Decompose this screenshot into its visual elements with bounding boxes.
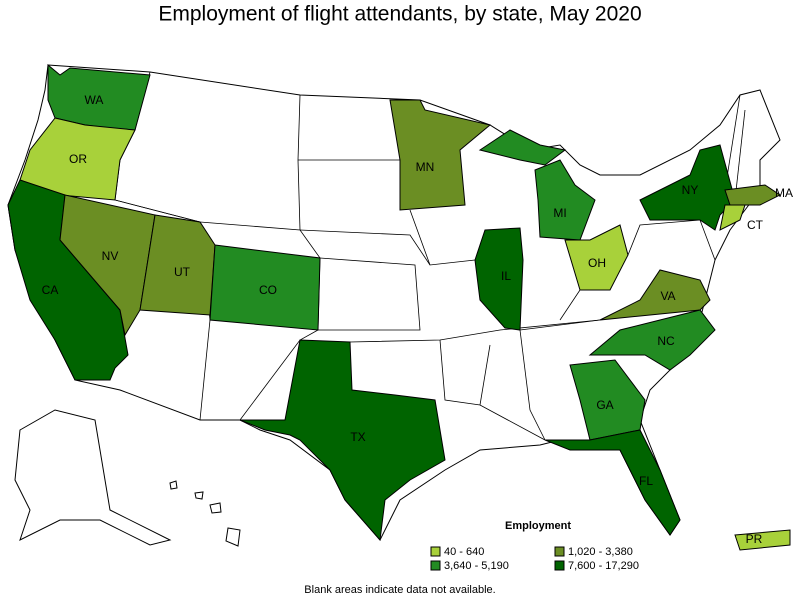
state-shape [209, 244, 321, 331]
state-label: PR [746, 532, 763, 546]
state-label: OR [69, 152, 87, 166]
state-shape [564, 224, 629, 291]
state-label: VA [660, 289, 675, 303]
state-label: UT [174, 265, 191, 279]
state-shape [734, 529, 791, 551]
state-label: CO [259, 283, 277, 297]
legend-label: 40 - 640 [444, 546, 484, 558]
state-label: CT [747, 218, 764, 232]
state-shape [544, 429, 681, 536]
state-label: MA [775, 186, 793, 200]
legend-label: 3,640 - 5,190 [444, 560, 509, 572]
states [7, 63, 791, 551]
state-label: NV [102, 249, 119, 263]
state-shape [474, 227, 524, 331]
state-shape [719, 204, 746, 231]
state-label: CA [42, 283, 59, 297]
legend-label: 7,600 - 17,290 [568, 560, 639, 572]
state-label: WA [85, 93, 104, 107]
state-label: TX [350, 430, 365, 444]
state-shape [19, 117, 136, 201]
legend: Employment 40 - 640 1,020 - 3,380 3,640 … [430, 520, 639, 572]
legend-swatch [430, 560, 441, 571]
state-label: GA [596, 398, 613, 412]
state-label: OH [588, 256, 606, 270]
state-label: MN [416, 160, 435, 174]
alaska [14, 409, 172, 546]
state-label: NC [657, 334, 675, 348]
state-label: MI [553, 206, 566, 220]
state-label: IL [501, 269, 511, 283]
state-label: NY [682, 183, 699, 197]
state-shape [534, 159, 596, 241]
hawaii [169, 480, 241, 547]
state-shape [239, 339, 446, 542]
state-shape [724, 184, 781, 206]
state-shape [588, 309, 716, 371]
legend-swatch [430, 546, 441, 557]
state-labels: WA OR CA NV UT CO TX MN IL MI OH NY MA C… [42, 93, 793, 546]
legend-swatch [554, 560, 565, 571]
legend-swatch [554, 546, 565, 557]
state-shape [478, 129, 567, 166]
state-label: FL [639, 474, 653, 488]
legend-label: 1,020 - 3,380 [568, 546, 633, 558]
legend-title: Employment [505, 520, 571, 532]
footnote: Blank areas indicate data not available. [304, 584, 495, 596]
map-title: Employment of flight attendants, by stat… [158, 3, 641, 26]
state-shape [389, 99, 492, 211]
